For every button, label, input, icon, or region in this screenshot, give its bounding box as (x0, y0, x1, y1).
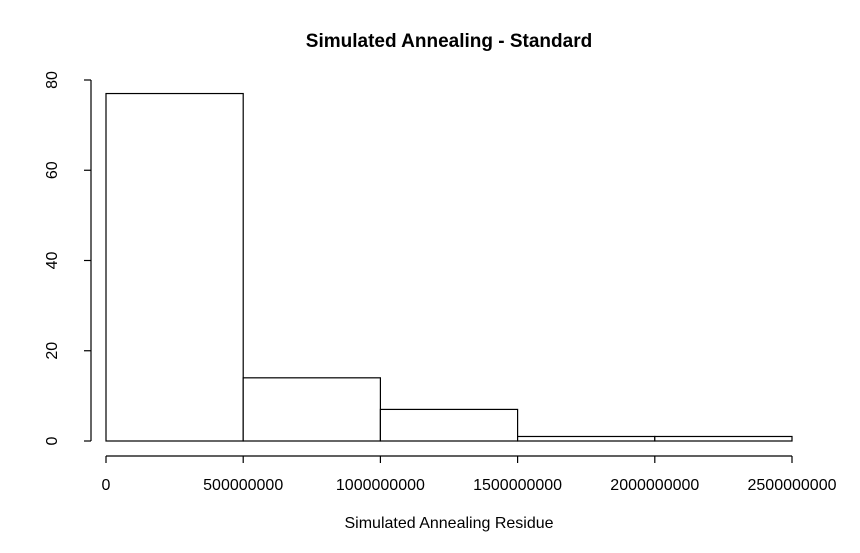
x-tick-label: 2500000000 (748, 477, 837, 494)
x-tick-label: 1000000000 (336, 477, 425, 494)
y-tick-label: 80 (44, 71, 61, 89)
x-tick-label: 500000000 (203, 477, 283, 494)
histogram-bar-1 (242, 377, 381, 442)
bars-group (105, 92, 793, 442)
y-axis: 0 20 40 60 80 (44, 71, 92, 445)
x-tick-label: 1500000000 (473, 477, 562, 494)
x-axis: 0 500000000 1000000000 1500000000 2000000000… (102, 455, 837, 494)
histogram-bar-2 (379, 408, 519, 442)
x-tick-label: 2000000000 (610, 477, 699, 494)
y-tick-label: 20 (44, 342, 61, 360)
histogram-bar-3 (516, 435, 656, 442)
chart-title: Simulated Annealing - Standard (306, 31, 592, 52)
y-tick-label: 40 (44, 252, 61, 270)
x-axis-label: Simulated Annealing Residue (344, 515, 553, 532)
x-tick-label: 0 (102, 477, 111, 494)
y-tick-label: 60 (44, 161, 61, 179)
histogram-bar-0 (105, 92, 244, 442)
histogram-bar-4 (654, 435, 793, 442)
y-tick-label: 0 (44, 436, 61, 445)
